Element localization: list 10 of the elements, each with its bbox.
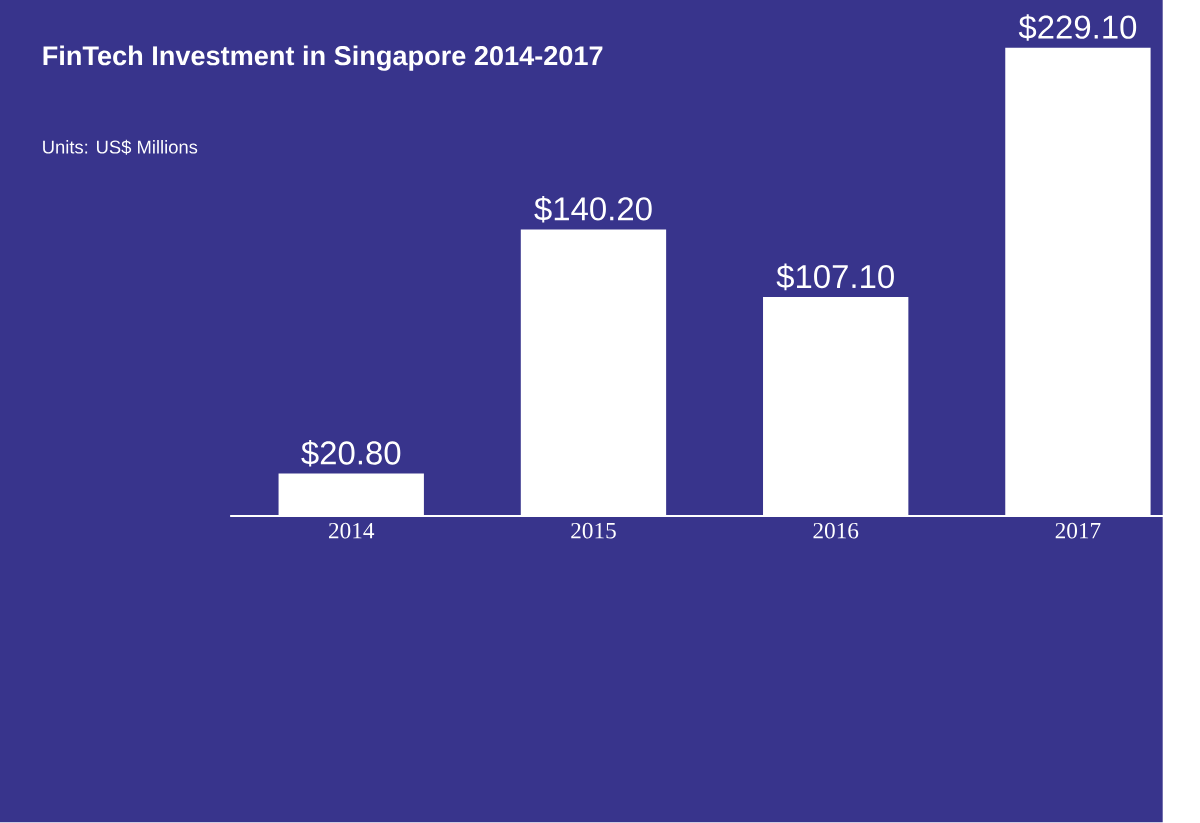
data-label: $140.20 [534,196,652,223]
chart-title: FinTech Investment in Singapore 2014-2017 [43,45,603,72]
x-tick-label: 2016 [813,523,859,539]
data-label: $107.10 [776,263,894,291]
text: Units: US$ Millions [43,139,198,155]
x-tick-label: 2017 [1055,523,1101,539]
x-tick-label: 2014 [329,523,375,539]
data-label: $229.10 [1018,14,1137,42]
x-tick-label: 2015 [571,523,616,539]
data-label: $20.80 [301,440,401,467]
